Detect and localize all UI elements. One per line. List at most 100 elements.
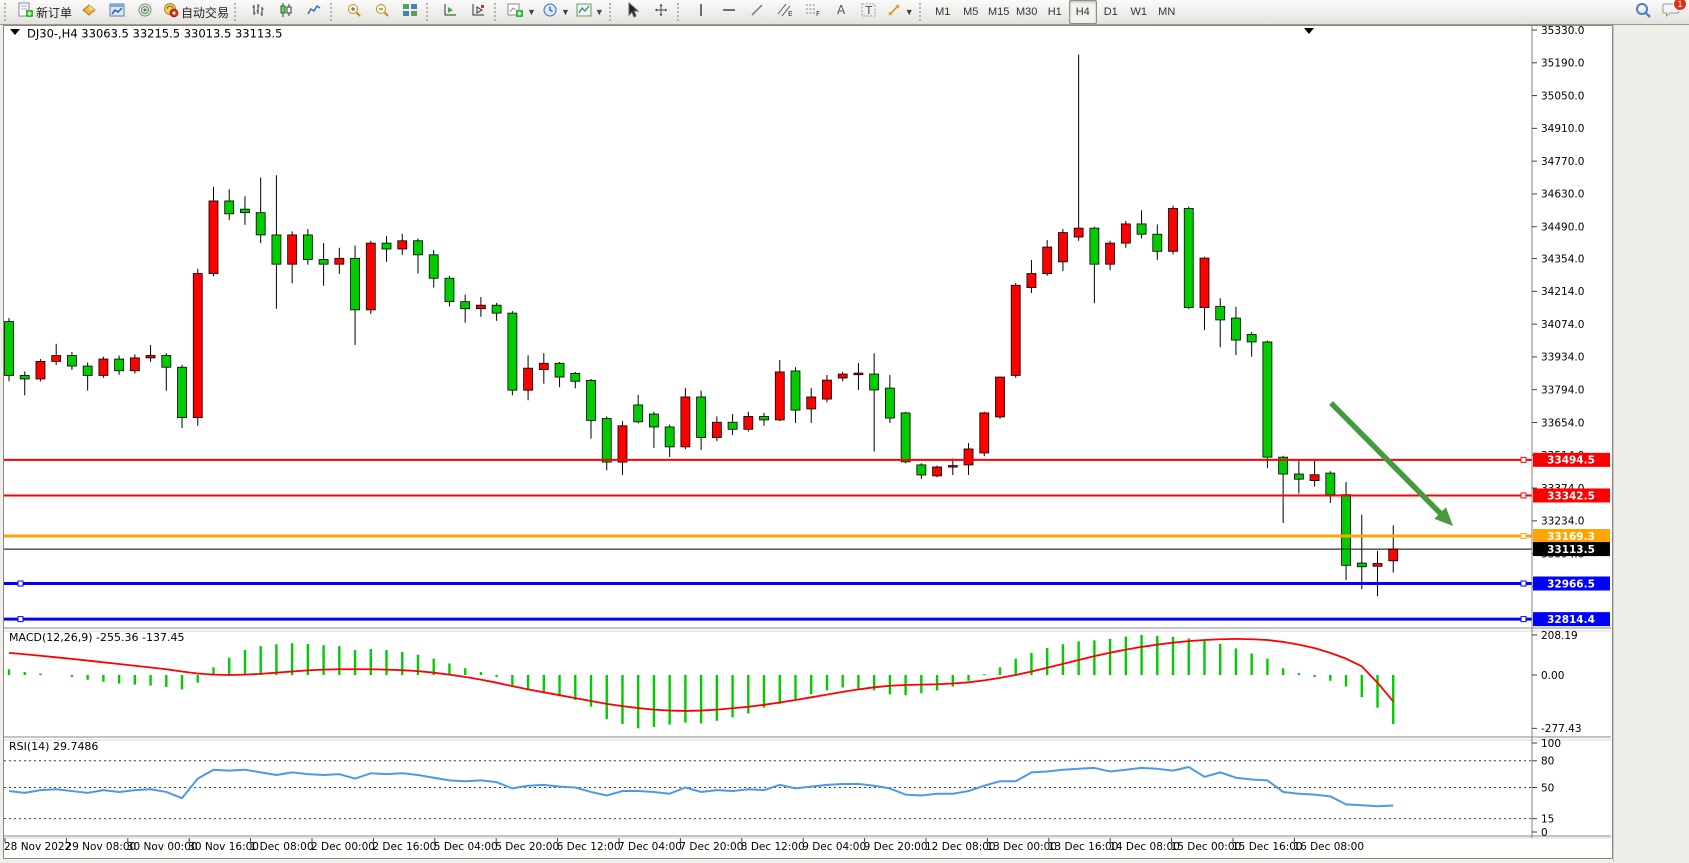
candle-body [35,360,46,380]
chart-menu-arrow-icon[interactable] [1304,28,1314,34]
symbol-dropdown-icon[interactable] [10,29,20,35]
price-axis-tick-label: 34910.0 [1541,123,1584,135]
candle-body [302,234,313,260]
timeframe-m30[interactable]: M30 [1013,0,1041,24]
price-axis-tick-label: 34354.0 [1541,253,1584,265]
candle-body [397,240,408,250]
search-button[interactable] [1634,1,1652,24]
date-axis-label: 7 Dec 04:00 [618,841,682,853]
candle-body [82,365,93,376]
date-axis-label: 30 Nov 16:00 [188,841,259,853]
timeframe-d1[interactable]: D1 [1097,0,1125,24]
zoom-in-button[interactable] [340,0,368,24]
timeframe-h1[interactable]: H1 [1041,0,1069,24]
rsi-axis-label: 50 [1541,782,1554,794]
chart-shift-button[interactable] [464,0,492,24]
candle-body [1183,208,1194,308]
line-handle[interactable] [1520,533,1527,540]
candle-body [51,355,62,362]
templates-button[interactable]: ▼ [573,0,607,24]
price-level-badge-text: 32966.5 [1547,578,1595,590]
price-axis-tick-label: 35190.0 [1541,58,1584,70]
cursor-button[interactable] [619,0,647,24]
trendline-icon [749,2,765,23]
timeframe-m15[interactable]: M15 [985,0,1013,24]
date-axis-label: 14 Dec 08:00 [1109,841,1180,853]
timeframe-mn[interactable]: MN [1153,0,1181,24]
chat-button[interactable]: 1 [1662,0,1687,23]
timeframe-w1[interactable]: W1 [1125,0,1153,24]
indicators-button[interactable]: ▼ [504,0,539,24]
candle-body [1136,223,1147,235]
timeframe-h4[interactable]: H4 [1068,0,1097,24]
line-handle[interactable] [1520,580,1527,587]
timeframe-h1-label: H1 [1047,6,1062,18]
timeframe-m1[interactable]: M1 [929,0,957,24]
svg-text:E: E [788,10,792,18]
candle-body [1215,305,1226,321]
candle-body [1246,334,1257,343]
autotrade-icon [162,2,179,23]
down-arrow-object[interactable] [1329,401,1453,526]
candle-body [963,448,974,466]
price-axis-tick-label: 33934.0 [1541,352,1584,364]
candles-button[interactable] [272,0,300,24]
candle-body [1278,456,1289,475]
candle-body [774,371,785,421]
price-level-badge [1533,542,1610,557]
fibonacci-button[interactable]: F [799,0,827,24]
periods-button[interactable]: ▼ [539,0,573,24]
vline-button[interactable] [687,0,715,24]
candle-body [1309,474,1320,481]
line-chart-icon [306,2,322,23]
new-order-button[interactable]: 新订单 [14,0,75,24]
bars-button[interactable] [244,0,272,24]
rsi-axis-label: 100 [1541,738,1561,750]
notification-badge: 1 [1673,0,1687,11]
hline-icon [721,2,737,23]
text-label-button[interactable]: T [855,0,883,24]
price-level-badge [1533,612,1610,627]
tile-windows-button[interactable] [396,0,424,24]
candle-body [680,396,691,448]
text-button[interactable]: A [827,0,855,24]
chevron-down-icon[interactable]: ▼ [527,7,536,17]
line-handle[interactable] [1520,456,1527,463]
chart-canvas[interactable]: MACD(12,26,9) -255.36 -137.45 RSI(14) 29.… [4,25,1612,858]
gold-button[interactable] [75,0,103,24]
line-handle[interactable] [17,580,24,587]
crosshair-button[interactable] [647,0,675,24]
price-axis-tick-label: 33234.0 [1541,516,1584,528]
date-axis-label: 9 Dec 20:00 [864,841,928,853]
hline-button[interactable] [715,0,743,24]
date-axis-label: 2 Dec 00:00 [311,841,375,853]
price-axis-tick-label: 34214.0 [1541,286,1584,298]
chevron-down-icon[interactable]: ▼ [560,7,570,17]
timeframe-m5[interactable]: M5 [957,0,985,24]
hlines [4,456,1532,623]
date-axis-label: 6 Dec 12:00 [557,841,621,853]
line-handle[interactable] [1520,616,1527,623]
candle-body [1262,341,1273,458]
date-axis-label: 30 Nov 00:00 [127,841,198,853]
date-axis-label: 9 Dec 04:00 [802,841,866,853]
price-axis-tick-label: 34074.0 [1541,319,1584,331]
auto-trading-button[interactable]: 自动交易 [159,0,232,24]
line-chart-button[interactable] [300,0,328,24]
navigator-button[interactable] [131,0,159,24]
chevron-down-icon[interactable]: ▼ [904,7,914,17]
chevron-down-icon[interactable]: ▼ [594,7,604,17]
autoscroll-icon [442,2,458,23]
trendline-button[interactable] [743,0,771,24]
timeframe-h4-label: H4 [1075,6,1090,18]
zoom-out-button[interactable] [368,0,396,24]
candle-body [161,355,172,368]
arrows-button[interactable]: ▼ [883,0,917,24]
autoscroll-button[interactable] [436,0,464,24]
candle-body [428,254,439,279]
candle-body [947,465,958,468]
new-chart-button[interactable] [103,0,131,24]
channel-button[interactable]: E [771,0,799,24]
line-handle[interactable] [1520,492,1527,499]
line-handle[interactable] [17,616,24,623]
